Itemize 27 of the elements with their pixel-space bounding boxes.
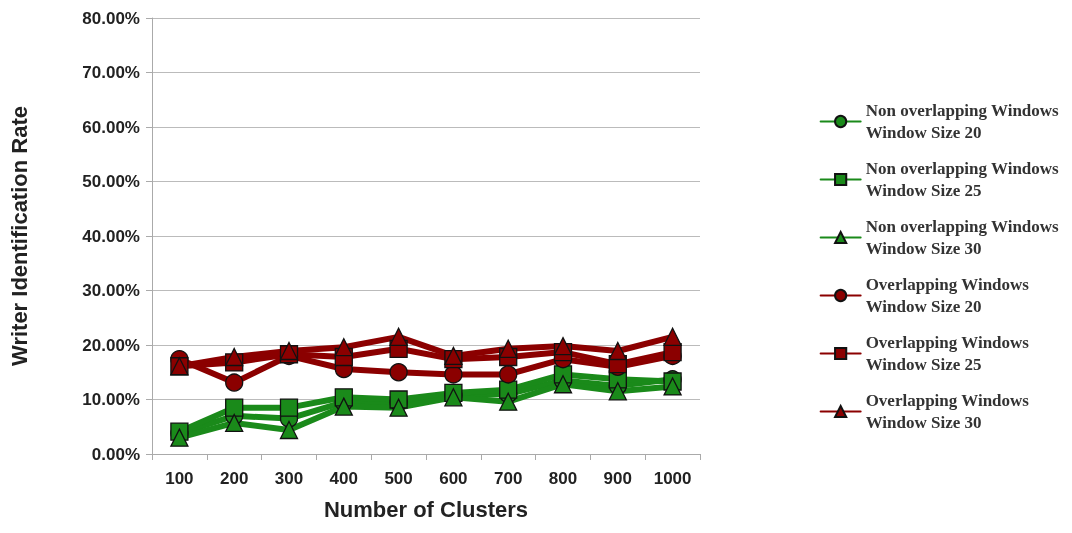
y-tick-label: 10.00%: [82, 390, 140, 409]
legend-label: Overlapping Windows Window Size 20: [865, 275, 1030, 316]
x-tick-label: 700: [494, 469, 523, 488]
legend-label: Non overlapping Windows Window Size 30: [865, 217, 1060, 258]
y-tick-label: 70.00%: [82, 63, 140, 82]
x-tick-label: 200: [220, 469, 249, 488]
x-tick-label: 300: [274, 469, 304, 488]
x-tick-label: 600: [439, 469, 468, 488]
legend-label: Overlapping Windows Window Size 25: [865, 333, 1030, 374]
y-axis-title: Writer Identification Rate: [6, 106, 32, 366]
x-tick-label: 400: [329, 469, 358, 488]
x-tick-label: 800: [548, 469, 578, 488]
y-tick-label: 30.00%: [82, 281, 140, 300]
y-tick-label: 50.00%: [82, 172, 140, 191]
legend-label: Non overlapping Windows Window Size 20: [865, 101, 1060, 142]
x-tick-label: 900: [603, 469, 632, 488]
y-tick-label: 0.00%: [91, 444, 140, 464]
y-tick-label: 40.00%: [82, 226, 140, 246]
y-tick-label: 80.00%: [82, 8, 140, 28]
y-tick-label: 20.00%: [82, 335, 140, 355]
legend-label: Non overlapping Windows Window Size 25: [865, 159, 1060, 200]
x-axis-title: Number of Clusters: [323, 496, 529, 522]
x-tick-label: 100: [165, 469, 194, 488]
x-tick-label: 1000: [653, 469, 692, 488]
legend-label: Overlapping Windows Window Size 30: [865, 391, 1030, 432]
y-tick-label: 60.00%: [82, 117, 140, 137]
x-tick-label: 500: [384, 469, 413, 488]
